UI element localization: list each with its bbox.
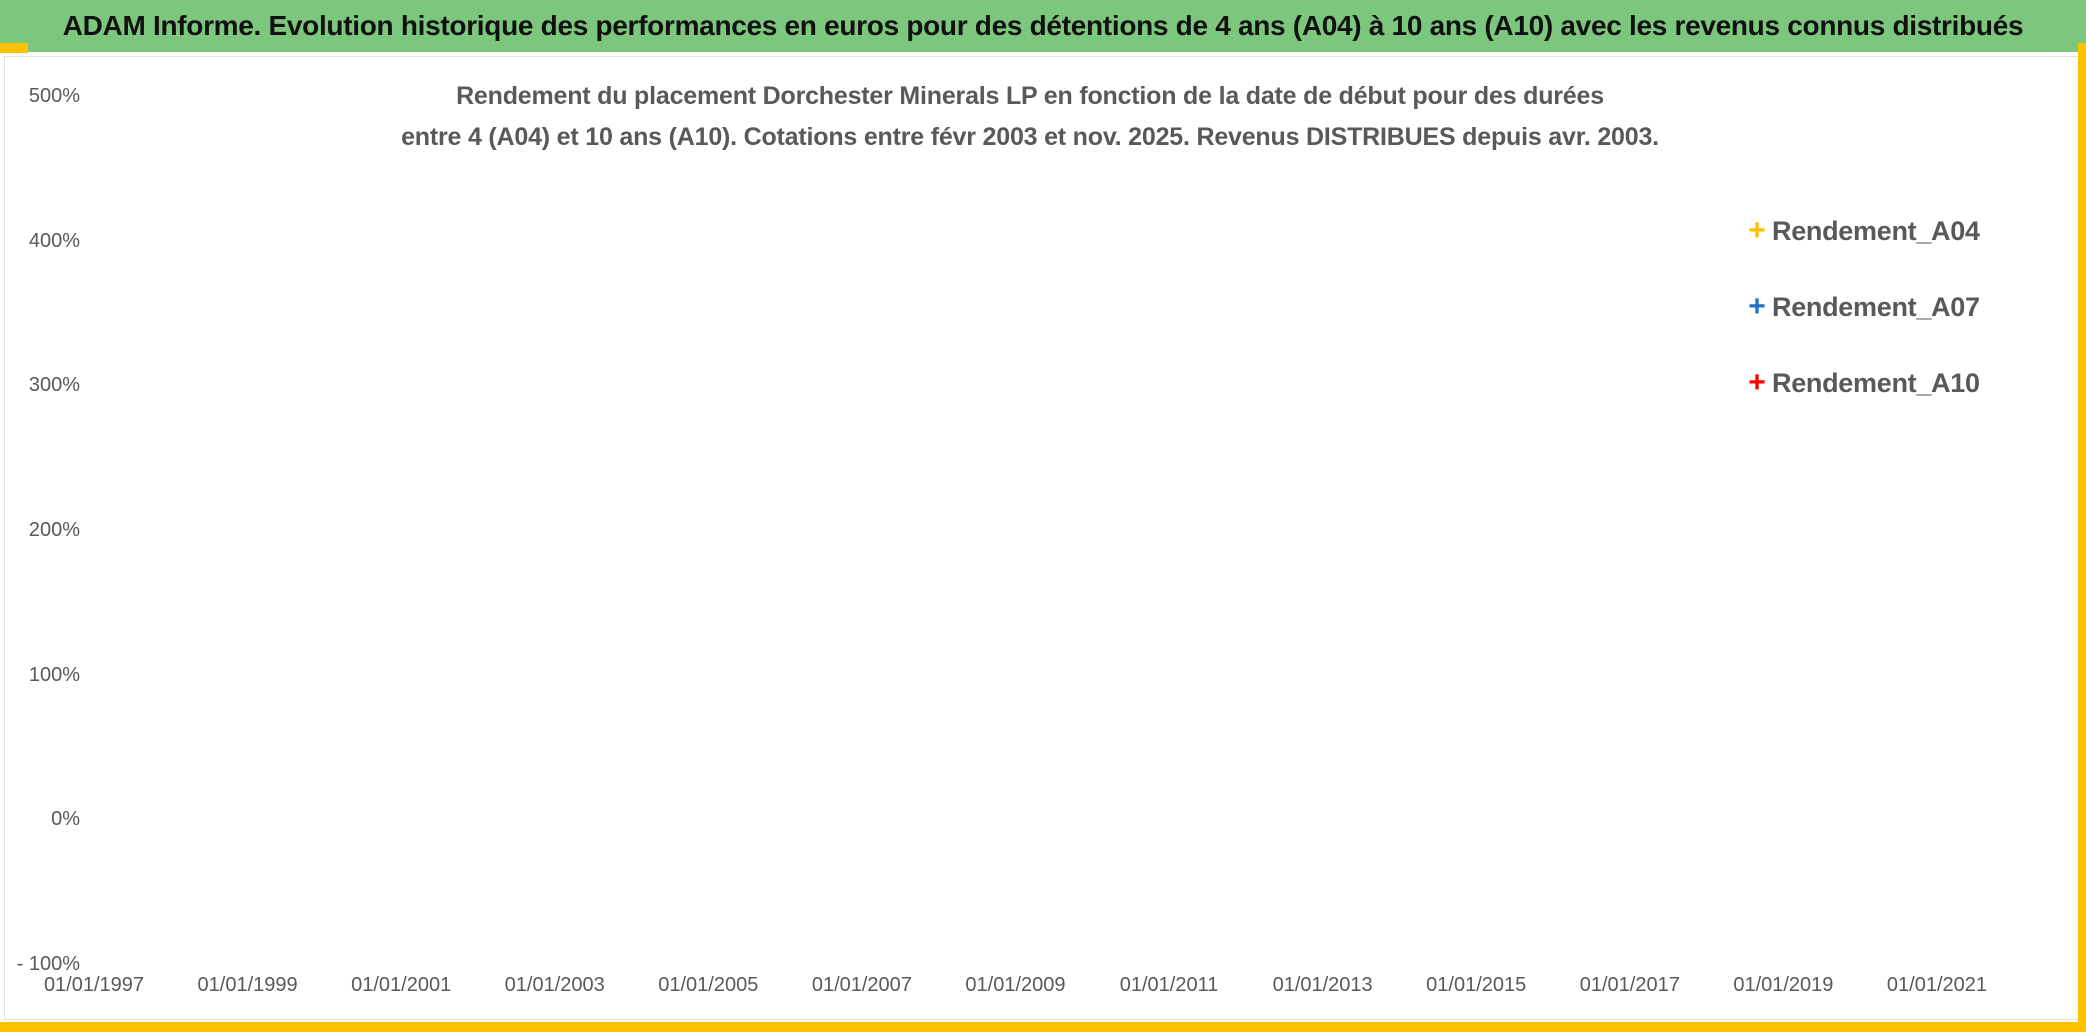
plus-marker-icon: +	[1748, 290, 1766, 323]
x-axis-label: 01/01/2017	[1579, 974, 1680, 996]
header-title: ADAM Informe. Evolution historique des p…	[62, 10, 2024, 41]
x-axis-label: 01/01/2007	[811, 974, 912, 996]
legend-item-rendement-a10[interactable]: + Rendement_A10	[1742, 348, 1994, 418]
plus-marker-icon: +	[1748, 214, 1766, 247]
x-axis-label: 01/01/2019	[1733, 974, 1834, 996]
chart-title-line2: entre 4 (A04) et 10 ans (A10). Cotations…	[401, 123, 1659, 151]
gold-accent-left	[0, 43, 28, 53]
plus-marker-icon: +	[1748, 366, 1766, 399]
y-axis-label: 300%	[28, 374, 80, 397]
chart-legend: + Rendement_A04 + Rendement_A07 + Rendem…	[1742, 196, 1994, 418]
x-axis-label: 01/01/2013	[1272, 974, 1373, 996]
y-axis-label: 100%	[28, 663, 80, 686]
gold-accent-right	[2078, 43, 2086, 1032]
x-axis-label: 01/01/2003	[504, 974, 605, 996]
y-axis-label: 400%	[28, 229, 80, 252]
chart-title-line1: Rendement du placement Dorchester Minera…	[456, 82, 1604, 110]
x-axis-label: 01/01/1997	[43, 974, 145, 996]
x-axis-label: 01/01/2021	[1886, 974, 1988, 996]
gold-accent-bottom	[0, 1022, 2086, 1032]
legend-item-rendement-a04[interactable]: + Rendement_A04	[1742, 196, 1994, 266]
x-axis-label: 01/01/2005	[658, 974, 759, 996]
x-axis-label: 01/01/2009	[965, 974, 1066, 996]
y-axis-label: 200%	[28, 519, 80, 541]
header-banner: ADAM Informe. Evolution historique des p…	[0, 0, 2086, 52]
legend-label: Rendement_A07	[1772, 291, 1980, 322]
legend-label: Rendement_A04	[1772, 215, 1980, 246]
x-axis-label: 01/01/2011	[1119, 974, 1219, 996]
y-axis-label: 0%	[51, 808, 80, 831]
x-axis-label: 01/01/2001	[351, 974, 452, 996]
y-axis-label: - 100%	[16, 953, 80, 975]
chart-object-border	[4, 56, 2082, 1020]
chart-title: Rendement du placement Dorchester Minera…	[300, 76, 1760, 158]
x-axis-label: 01/01/2015	[1426, 974, 1527, 996]
legend-item-rendement-a07[interactable]: + Rendement_A07	[1742, 272, 1994, 342]
legend-label: Rendement_A10	[1772, 367, 1980, 398]
y-axis-label: 500%	[28, 85, 80, 107]
x-axis-label: 01/01/1999	[197, 974, 298, 996]
